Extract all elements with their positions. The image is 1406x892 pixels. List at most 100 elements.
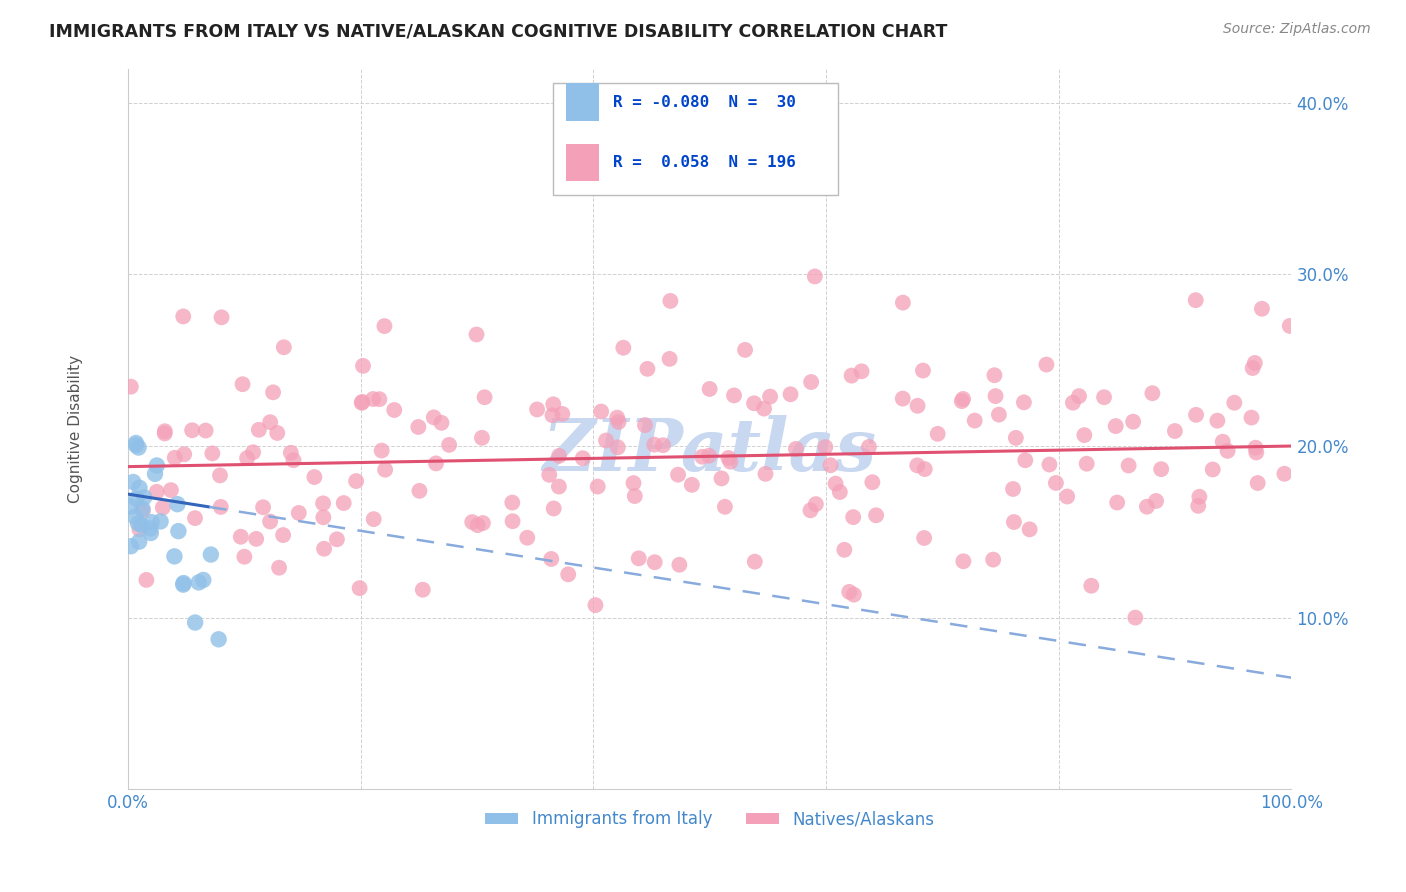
Point xyxy=(858,440,880,454)
Point xyxy=(252,500,274,515)
Point xyxy=(233,549,256,564)
Point xyxy=(128,534,150,549)
Point xyxy=(1164,424,1187,438)
Point xyxy=(1150,462,1173,476)
Point xyxy=(927,426,949,441)
Point xyxy=(551,407,574,421)
Point xyxy=(952,392,974,406)
Point xyxy=(1035,358,1057,372)
Point xyxy=(1073,428,1095,442)
Point xyxy=(465,327,488,342)
Point xyxy=(259,515,281,529)
Point xyxy=(131,501,153,516)
Point xyxy=(905,458,928,473)
Point xyxy=(207,632,229,647)
Point xyxy=(408,420,430,434)
Point xyxy=(834,542,856,557)
Point xyxy=(612,341,634,355)
Point xyxy=(1005,431,1028,445)
Point xyxy=(710,471,733,485)
Point xyxy=(543,501,565,516)
Point xyxy=(1002,515,1025,529)
Point xyxy=(430,416,453,430)
Point xyxy=(350,396,373,410)
Point xyxy=(201,446,224,460)
FancyBboxPatch shape xyxy=(553,83,838,194)
Point xyxy=(950,394,973,409)
Point xyxy=(1002,482,1025,496)
Point xyxy=(163,549,186,564)
Point xyxy=(370,443,392,458)
Text: IMMIGRANTS FROM ITALY VS NATIVE/ALASKAN COGNITIVE DISABILITY CORRELATION CHART: IMMIGRANTS FROM ITALY VS NATIVE/ALASKAN … xyxy=(49,22,948,40)
Point xyxy=(754,467,776,481)
Point xyxy=(1092,390,1115,404)
Point xyxy=(723,388,745,402)
Point xyxy=(1080,579,1102,593)
Point xyxy=(232,377,254,392)
Point xyxy=(134,491,156,505)
Point xyxy=(543,397,565,411)
Point xyxy=(125,491,148,506)
Point xyxy=(236,451,259,466)
Point xyxy=(779,387,801,401)
Point xyxy=(516,531,538,545)
Point xyxy=(1045,475,1067,490)
Point xyxy=(326,533,349,547)
Point xyxy=(135,573,157,587)
Point xyxy=(963,414,986,428)
Point xyxy=(623,476,645,491)
Point xyxy=(914,462,936,476)
Point xyxy=(1062,395,1084,409)
Point xyxy=(425,456,447,470)
Point xyxy=(280,446,302,460)
Point xyxy=(607,415,630,429)
Point xyxy=(785,442,807,456)
Point xyxy=(132,504,155,518)
Point xyxy=(173,576,195,591)
Point xyxy=(842,510,865,524)
Point xyxy=(283,453,305,467)
Point xyxy=(1067,389,1090,403)
Point xyxy=(690,450,713,464)
Point xyxy=(172,577,194,591)
Point xyxy=(659,293,682,308)
Point xyxy=(814,440,837,454)
Point xyxy=(120,379,142,393)
Point xyxy=(368,392,391,407)
Point xyxy=(1018,522,1040,536)
Point xyxy=(548,449,571,463)
Point xyxy=(752,401,775,416)
Text: R =  0.058  N = 196: R = 0.058 N = 196 xyxy=(613,155,796,170)
FancyBboxPatch shape xyxy=(567,144,599,181)
Point xyxy=(259,415,281,429)
Point xyxy=(636,362,658,376)
Point xyxy=(860,475,883,490)
Point xyxy=(842,588,865,602)
Point xyxy=(502,514,524,528)
Point xyxy=(271,528,294,542)
Point xyxy=(1243,356,1265,370)
Point xyxy=(153,426,176,441)
Point xyxy=(572,451,595,466)
Point xyxy=(1012,395,1035,409)
Point xyxy=(194,424,217,438)
Point xyxy=(1278,318,1301,333)
Point xyxy=(471,516,494,530)
Point xyxy=(658,351,681,366)
Point xyxy=(143,467,166,481)
Point xyxy=(541,409,564,423)
Point xyxy=(273,340,295,354)
Point xyxy=(1184,293,1206,308)
Point xyxy=(1246,445,1268,459)
Point xyxy=(1122,415,1144,429)
Point xyxy=(312,510,335,524)
Point xyxy=(1125,610,1147,624)
Point xyxy=(1188,490,1211,504)
Point xyxy=(209,500,232,514)
Point xyxy=(666,467,689,482)
Point xyxy=(952,554,974,568)
Point xyxy=(804,497,827,511)
Point xyxy=(125,436,148,450)
Point xyxy=(717,450,740,465)
Point xyxy=(1240,410,1263,425)
